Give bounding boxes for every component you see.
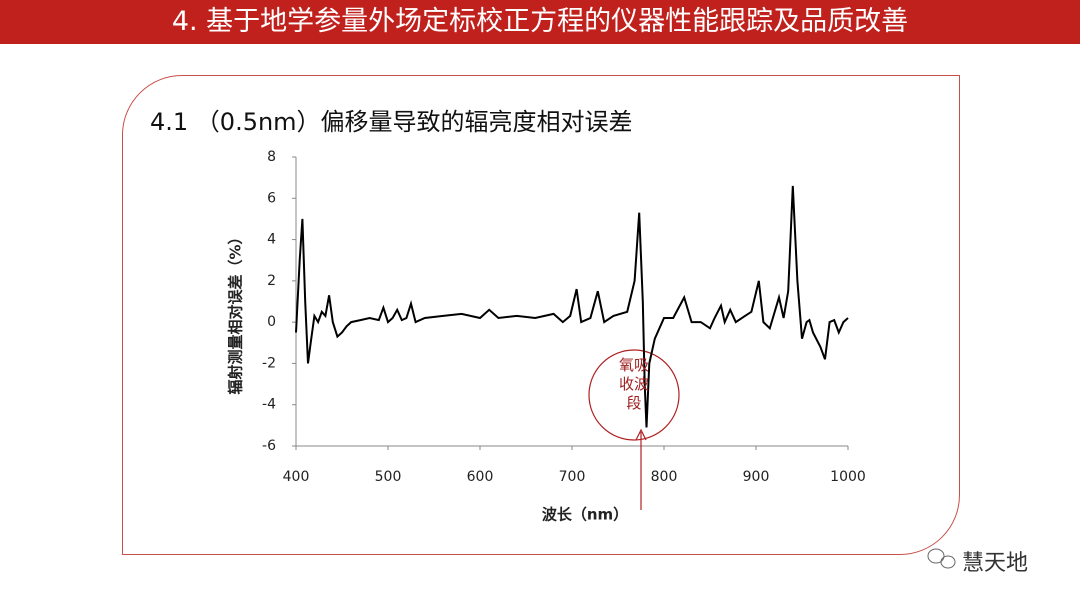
- watermark: 慧天地: [962, 551, 1029, 576]
- y-tick-label: 4: [267, 232, 276, 248]
- y-tick-label: -2: [262, 355, 276, 371]
- watermark-icon: [927, 548, 956, 569]
- x-tick-label: 700: [559, 469, 586, 485]
- x-tick-label: 500: [375, 469, 402, 485]
- x-axis-label: 波长（nm）: [542, 506, 628, 524]
- content-frame: [122, 75, 960, 555]
- x-tick-label: 400: [283, 469, 310, 485]
- x-tick-label: 900: [743, 469, 770, 485]
- y-tick-label: -4: [262, 397, 276, 413]
- data-line: [295, 185, 849, 428]
- y-tick-label: 2: [267, 273, 276, 289]
- header-title: 4. 基于地学参量外场定标校正方程的仪器性能跟踪及品质改善: [171, 6, 909, 37]
- header-bar: [0, 0, 1080, 44]
- x-tick-label: 600: [467, 469, 494, 485]
- y-tick-label: 8: [267, 149, 276, 165]
- chart-title: 4.1 （0.5nm）偏移量导致的辐亮度相对误差: [150, 108, 633, 136]
- y-tick-label: -6: [262, 438, 276, 454]
- x-tick-label: 800: [651, 469, 678, 485]
- annotation: 氧吸收波段: [618, 356, 649, 412]
- y-tick-label: 0: [267, 314, 276, 330]
- x-tick-label: 1000: [830, 469, 866, 485]
- annotation-circle: [588, 349, 680, 441]
- y-axis-label: 辐射测量相对误差（%）: [227, 229, 245, 394]
- y-tick-label: 6: [267, 190, 276, 206]
- annotation-arrowhead: [635, 428, 647, 441]
